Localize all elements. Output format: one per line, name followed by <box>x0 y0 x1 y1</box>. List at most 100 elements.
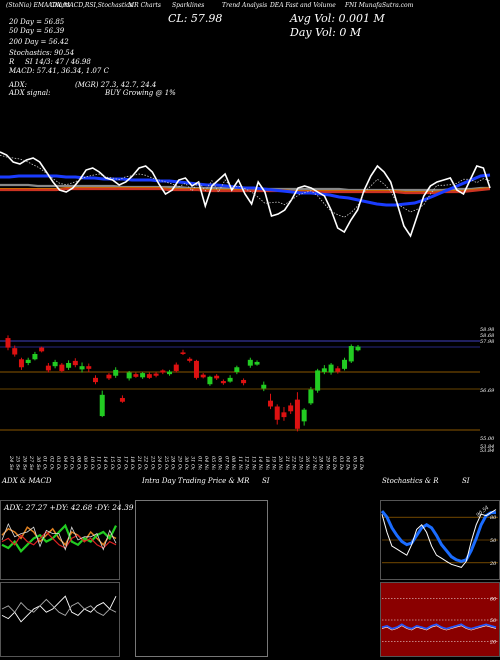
date-tick-label: 22 Oct <box>143 455 149 470</box>
date-tick-label: 10 Oct <box>89 456 95 470</box>
candle-body <box>133 374 139 377</box>
header-item-adx: ADX,MACD,RSI,Stochastics <box>48 2 133 9</box>
date-tick-label: 01 Nov <box>196 456 202 470</box>
ema-red-line <box>0 187 491 195</box>
date-tick-label: 21 Nov <box>284 455 290 470</box>
candle-body <box>335 368 341 372</box>
candle-body <box>180 352 186 354</box>
price-tick-label: 58.98 <box>480 327 494 333</box>
candle-body <box>247 359 253 366</box>
candle-body <box>93 377 98 383</box>
price-tick-label: 53.84 <box>480 444 494 450</box>
day-volume-label: Day Vol: 0 M <box>290 26 362 39</box>
candle-body <box>193 360 199 378</box>
date-tick-label: 06 Dec <box>358 456 364 470</box>
date-tick-label: 13 Nov <box>250 456 256 470</box>
header-item-dea: DEA Fast and Volume <box>270 2 336 9</box>
candle-body <box>39 347 45 352</box>
close-price-label: CL: 57.98 <box>168 12 223 25</box>
date-tick-label: 05 Nov <box>210 456 216 470</box>
date-tick-label: 29 Nov <box>324 455 330 470</box>
candle-body <box>254 361 260 365</box>
price-tick-label: 53.84 <box>480 448 494 454</box>
adx-legend: ADX: 27.27 +DY: 42.68 -DY: 24.39 <box>4 503 134 512</box>
date-tick-label: 28 Oct <box>170 455 176 470</box>
adx-signal-label: ADX signal: <box>9 89 51 97</box>
adx-panel <box>0 500 120 580</box>
date-tick-label: 08 Nov <box>230 456 236 470</box>
candle-body <box>315 370 321 391</box>
date-tick-label: 14 Oct <box>102 456 108 470</box>
candle-body <box>227 377 233 382</box>
date-tick-label: 17 Oct <box>122 456 128 470</box>
date-tick-label: 07 Nov <box>223 456 229 470</box>
candle-body <box>301 409 307 422</box>
candle-body <box>18 359 24 368</box>
date-tick-label: 24 Sep <box>8 455 14 470</box>
price-tick-label: 58.68 <box>480 333 494 339</box>
price-tick-label: 57.98 <box>480 339 494 345</box>
date-tick-label: 04 Oct <box>62 456 68 470</box>
ema-20-line: 20 Day = 56.85 <box>9 18 65 26</box>
candle-body <box>113 369 119 376</box>
date-tick-label: 22 Nov <box>291 455 297 470</box>
date-tick-label: 15 Oct <box>109 456 115 470</box>
candle-body <box>146 374 152 378</box>
candle-body <box>52 361 58 367</box>
stochastics-panel <box>380 500 500 580</box>
candle-body <box>153 373 159 376</box>
date-axis: 24 Sep 25 Sep 26 Sep 27 Sep 30 Sep 01 Oct 02 O… <box>8 455 364 470</box>
header-item-mr: MR Charts <box>128 2 161 9</box>
candle-body <box>140 373 146 378</box>
candle-body <box>126 372 132 379</box>
candle-body <box>281 412 287 418</box>
ema-indicator-plot <box>0 151 491 238</box>
header-item-trend: Trend Analysis <box>222 2 268 9</box>
date-tick-label: 30 Sep <box>35 456 41 470</box>
intraday-panel-si: SI <box>262 477 270 485</box>
candle-body <box>160 370 166 373</box>
date-tick-label: 27 Sep <box>28 455 34 470</box>
candle-body <box>12 348 18 355</box>
date-tick-label: 07 Oct <box>69 456 75 470</box>
date-tick-label: 29 Oct <box>176 455 182 470</box>
candle-body <box>220 381 226 384</box>
header-item-site: FNI MunafaSutra.com <box>345 2 414 9</box>
candle-body <box>308 389 314 404</box>
candle-body <box>355 346 361 351</box>
candle-body <box>268 400 273 407</box>
date-tick-label: 27 Nov <box>311 455 317 470</box>
dotted-signal-line <box>0 154 491 218</box>
date-tick-label: 03 Dec <box>338 456 344 470</box>
candle-body <box>207 376 213 385</box>
candle-body <box>86 366 92 369</box>
price-tick-label: 55.00 <box>480 436 495 442</box>
stoch-panel-title: Stochastics & R <box>382 477 439 485</box>
mrsi-panel <box>380 582 500 657</box>
candle-body <box>200 374 206 378</box>
candle-body <box>187 358 193 361</box>
date-tick-label: 20 Nov <box>277 455 283 470</box>
candle-body <box>342 359 348 369</box>
adx-signal-value: BUY Growing @ 1% <box>105 89 176 97</box>
candle-body <box>274 406 280 420</box>
date-tick-label: 11 Nov <box>237 456 243 470</box>
date-tick-label: 21 Oct <box>136 455 142 470</box>
candle-body <box>99 394 105 417</box>
date-tick-label: 23 Oct <box>149 455 155 470</box>
candle-body <box>79 366 85 370</box>
date-tick-label: 18 Nov <box>264 456 270 470</box>
candle-body <box>25 359 31 364</box>
date-tick-label: 08 Oct <box>75 456 81 470</box>
header-item-sparklines: Sparklines <box>172 2 205 9</box>
date-tick-label: 31 Oct <box>190 456 196 470</box>
ema-50-line: 50 Day = 56.39 <box>9 27 65 35</box>
date-tick-label: 02 Dec <box>331 456 337 470</box>
date-tick-label: 04 Nov <box>203 456 209 470</box>
candle-body <box>241 379 247 384</box>
date-tick-label: 06 Nov <box>217 456 223 470</box>
candle-body <box>167 371 173 375</box>
candle-body <box>119 398 125 402</box>
